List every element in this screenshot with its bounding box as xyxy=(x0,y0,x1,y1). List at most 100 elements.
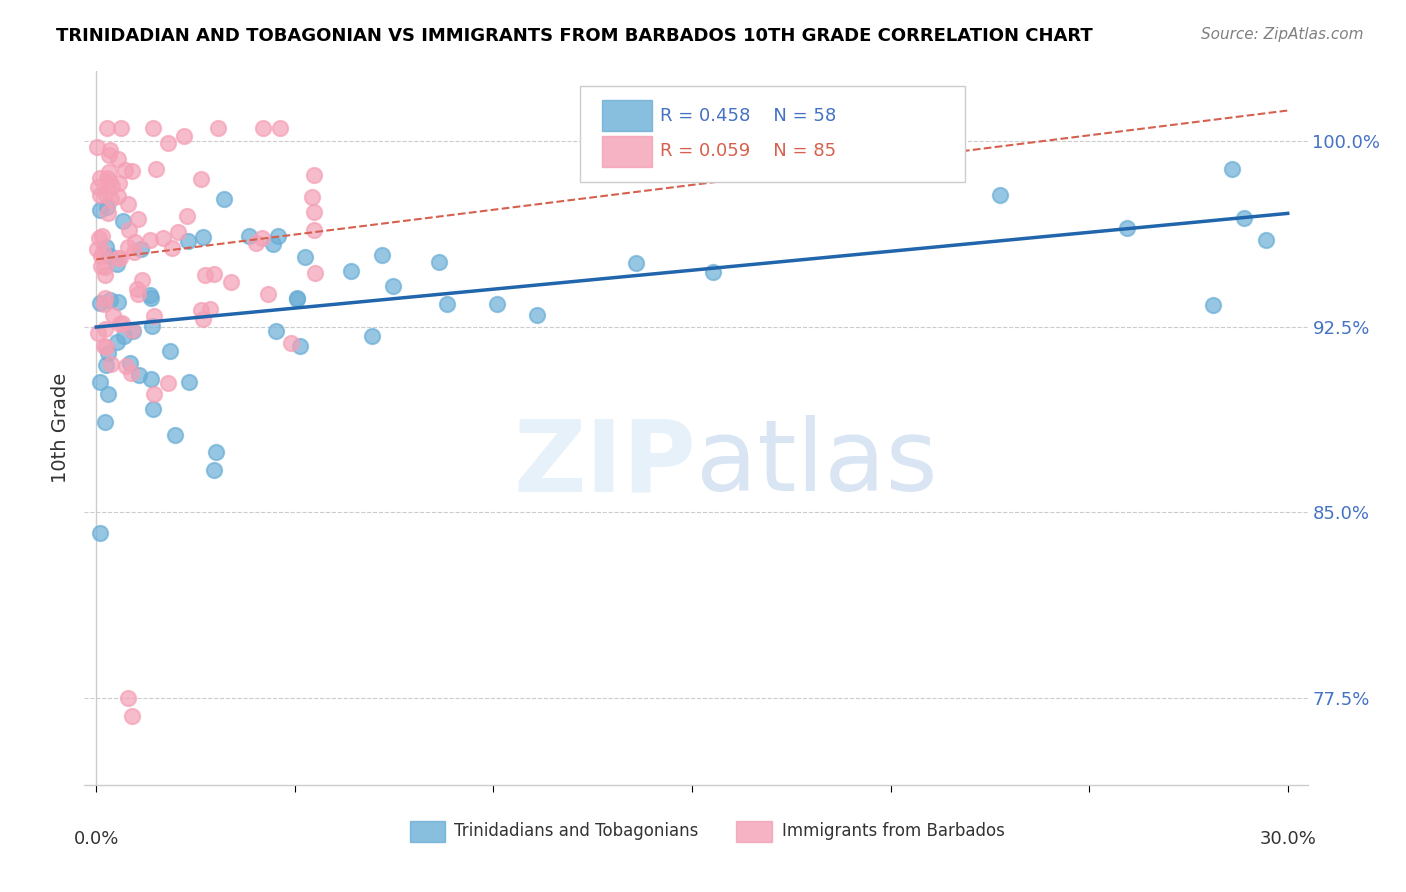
Point xyxy=(207,121,229,136)
Point xyxy=(115,359,138,373)
Point xyxy=(120,366,142,380)
Text: Trinidadians and Tobagonians: Trinidadians and Tobagonians xyxy=(454,822,699,840)
Point xyxy=(118,356,141,370)
Point xyxy=(89,526,111,541)
Point xyxy=(117,240,139,254)
Point xyxy=(100,357,122,371)
Point xyxy=(145,162,167,177)
Point xyxy=(94,322,117,336)
Point xyxy=(107,152,129,166)
Point xyxy=(98,148,121,162)
Point xyxy=(89,376,111,390)
Point xyxy=(139,288,162,302)
Point xyxy=(1233,211,1256,225)
FancyBboxPatch shape xyxy=(602,136,652,167)
Point xyxy=(129,242,152,256)
Point xyxy=(361,329,384,343)
Point xyxy=(143,387,166,401)
Point xyxy=(280,335,302,350)
Point xyxy=(111,316,134,330)
Point xyxy=(202,268,225,282)
Point xyxy=(94,187,117,202)
Point xyxy=(127,211,149,226)
Point xyxy=(142,121,165,136)
Text: R = 0.458    N = 58: R = 0.458 N = 58 xyxy=(661,107,837,125)
Point xyxy=(90,259,112,273)
Point xyxy=(485,297,508,311)
Point xyxy=(89,203,111,218)
Point xyxy=(163,428,186,442)
Point xyxy=(112,328,135,343)
Point xyxy=(264,325,287,339)
Point xyxy=(94,415,117,429)
Point xyxy=(526,308,548,322)
Point xyxy=(381,278,404,293)
Point xyxy=(100,192,122,206)
Point xyxy=(371,248,394,262)
Point xyxy=(103,308,125,322)
Point xyxy=(190,302,212,317)
Point xyxy=(94,268,117,282)
Point xyxy=(110,251,132,265)
Point xyxy=(302,223,325,237)
Point xyxy=(96,171,118,186)
Point xyxy=(127,287,149,301)
Point xyxy=(108,317,131,331)
Point xyxy=(105,258,128,272)
Point xyxy=(108,176,131,190)
Point xyxy=(191,230,214,244)
Point xyxy=(94,260,117,274)
Point xyxy=(245,236,267,251)
Point xyxy=(1116,220,1139,235)
FancyBboxPatch shape xyxy=(737,822,772,842)
Point xyxy=(122,244,145,259)
Point xyxy=(176,209,198,223)
Point xyxy=(427,255,450,269)
Point xyxy=(212,193,235,207)
Point xyxy=(152,230,174,244)
Point xyxy=(117,691,139,706)
Point xyxy=(160,241,183,255)
Point xyxy=(301,190,323,204)
Point xyxy=(193,312,215,326)
FancyBboxPatch shape xyxy=(409,822,446,842)
FancyBboxPatch shape xyxy=(602,100,652,131)
Point xyxy=(285,291,308,305)
Point xyxy=(93,297,115,311)
Point xyxy=(93,338,115,352)
Point xyxy=(204,463,226,477)
Point xyxy=(436,296,458,310)
Text: atlas: atlas xyxy=(696,416,938,512)
Y-axis label: 10th Grade: 10th Grade xyxy=(52,373,70,483)
Point xyxy=(94,340,117,354)
Point xyxy=(179,375,201,389)
Point xyxy=(100,249,122,263)
Point xyxy=(159,344,181,359)
Point xyxy=(219,276,242,290)
Point xyxy=(139,291,162,305)
Point xyxy=(107,189,129,203)
Text: Source: ZipAtlas.com: Source: ZipAtlas.com xyxy=(1201,27,1364,42)
Point xyxy=(91,245,114,260)
Point xyxy=(190,172,212,186)
Point xyxy=(87,326,110,340)
Point xyxy=(107,294,129,309)
Point xyxy=(288,339,311,353)
Point xyxy=(252,121,274,136)
Point xyxy=(112,214,135,228)
Point xyxy=(86,140,108,154)
Point xyxy=(121,324,143,338)
Point xyxy=(89,296,111,310)
Point xyxy=(97,346,120,360)
Point xyxy=(98,143,121,157)
Point xyxy=(97,174,120,188)
Point xyxy=(96,240,118,254)
Point xyxy=(89,171,111,186)
Text: Immigrants from Barbados: Immigrants from Barbados xyxy=(782,822,1004,840)
Point xyxy=(110,121,132,136)
Point xyxy=(101,179,124,194)
Point xyxy=(141,319,163,334)
Text: 30.0%: 30.0% xyxy=(1260,830,1316,847)
Point xyxy=(157,136,180,151)
Point xyxy=(105,335,128,350)
